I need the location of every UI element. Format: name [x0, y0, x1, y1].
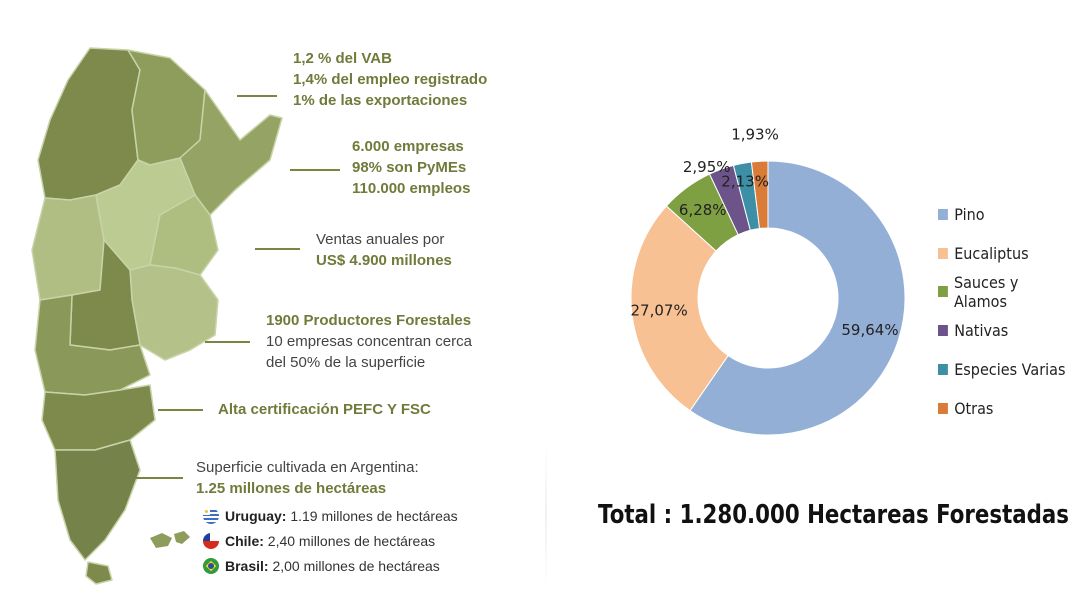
legend-label: Otras	[954, 398, 994, 418]
islands-icon	[150, 533, 172, 548]
stat-companies: 6.000 empresas	[352, 138, 464, 155]
stat-sales-label: Ventas anuales por	[316, 231, 445, 248]
slice-label-sauces-y-alamos: 6,28%	[679, 201, 727, 219]
stat-surface-label: Superficie cultivada en Argentina:	[196, 459, 419, 476]
chart-legend: Pino Eucaliptus Sauces y Alamos Nativas …	[938, 195, 1088, 428]
stat-sales-value: US$ 4.900 millones	[316, 252, 452, 269]
country-value: 2,40 millones de hectáreas	[267, 533, 436, 549]
legend-label: Sauces y Alamos	[953, 272, 1019, 311]
region-santa-cruz	[54, 439, 141, 561]
connector-line-5	[158, 409, 203, 411]
legend-item-eucaliptus: Eucaliptus	[938, 234, 1073, 273]
donut-labels: 59,64% 27,07% 6,28% 2,95%2,13% 1,93%	[631, 125, 899, 339]
country-row-brazil: Brasil: 2,00 millones de hectáreas	[203, 556, 440, 576]
chile-flag-icon	[203, 533, 219, 549]
stat-exports: 1% de las exportaciones	[293, 92, 468, 109]
slice-otras	[750, 160, 769, 230]
connector-line-6	[135, 477, 183, 479]
connector-line-3	[255, 248, 300, 250]
slice-label-eucaliptus: 27,07%	[631, 302, 688, 320]
legend-swatch	[938, 247, 948, 259]
legend-swatch	[938, 364, 948, 376]
stat-pymes: 98% son PyMEs	[352, 159, 467, 176]
donut-chart: 59,64% 27,07% 6,28% 2,95%2,13% 1,93%	[630, 125, 906, 436]
stat-block-companies: 6.000 empresas 98% son PyMEs 110.000 emp…	[352, 136, 470, 199]
legend-swatch	[938, 402, 948, 414]
region-tierra-del-fuego	[85, 561, 113, 585]
divider	[545, 440, 547, 590]
country-name: Uruguay:	[225, 508, 287, 524]
region-buenos-aires	[129, 264, 219, 361]
uruguay-flag-icon	[203, 508, 219, 524]
region-cuyo	[31, 194, 105, 301]
legend-label: Especies Varias	[954, 360, 1066, 380]
region-north-patagonia	[34, 294, 151, 396]
connector-line-1	[237, 95, 277, 97]
stat-producers-line3: del 50% de la superficie	[266, 354, 426, 371]
chart-total: Total : 1.280.000 Hectareas Forestadas	[598, 500, 1070, 530]
region-chubut	[41, 384, 156, 451]
connector-line-2	[290, 169, 340, 171]
stat-producers-line2: 10 empresas concentran cerca	[266, 333, 472, 350]
legend-item-especies: Especies Varias	[938, 350, 1073, 389]
country-row-uruguay: Uruguay: 1.19 millones de hectáreas	[203, 506, 458, 526]
stat-jobs: 110.000 empleos	[352, 180, 471, 197]
connector-line-4	[205, 341, 250, 343]
legend-swatch	[938, 286, 948, 298]
legend-label: Pino	[954, 204, 985, 224]
map-regions	[31, 47, 283, 585]
stat-block-economy: 1,2 % del VAB 1,4% del empleo registrado…	[293, 48, 487, 111]
legend-item-pino: Pino	[938, 195, 1073, 234]
stat-vab: 1,2 % del VAB	[293, 50, 392, 67]
argentina-map	[31, 47, 283, 585]
stat-certification-text: Alta certificación PEFC Y FSC	[218, 401, 431, 418]
slice-pino	[689, 160, 906, 436]
legend-swatch	[938, 325, 948, 337]
slice-eucaliptus	[630, 205, 729, 412]
legend-swatch	[938, 208, 948, 220]
slice-label-pino: 59,64%	[841, 321, 898, 339]
stat-surface-value: 1.25 millones de hectáreas	[196, 480, 387, 497]
country-name: Brasil:	[225, 558, 269, 574]
slice-label-especies-varias: 2,13%	[721, 172, 769, 190]
stat-employment: 1,4% del empleo registrado	[293, 71, 488, 88]
country-name: Chile:	[225, 533, 264, 549]
legend-label: Eucaliptus	[954, 243, 1029, 263]
legend-item-otras: Otras	[938, 389, 1073, 428]
stat-block-producers: 1900 Productores Forestales 10 empresas …	[266, 310, 472, 373]
stat-certification: Alta certificación PEFC Y FSC	[218, 399, 431, 420]
legend-item-nativas: Nativas	[938, 311, 1073, 350]
brazil-flag-icon	[203, 558, 219, 574]
country-value: 1.19 millones de hectáreas	[290, 508, 458, 524]
country-row-chile: Chile: 2,40 millones de hectáreas	[203, 531, 435, 551]
stat-block-sales: Ventas anuales por US$ 4.900 millones	[316, 229, 452, 271]
slice-label-nativas: 2,95%	[683, 158, 731, 176]
country-value: 2,00 millones de hectáreas	[272, 558, 440, 574]
legend-item-sauces: Sauces y Alamos	[938, 273, 1073, 312]
stat-producers-title: 1900 Productores Forestales	[266, 312, 472, 329]
region-northeast	[179, 89, 283, 216]
slice-label-otras: 1,93%	[731, 125, 779, 143]
donut-slices	[630, 160, 906, 436]
stat-block-surface: Superficie cultivada en Argentina: 1.25 …	[196, 457, 419, 499]
legend-label: Nativas	[954, 321, 1009, 341]
